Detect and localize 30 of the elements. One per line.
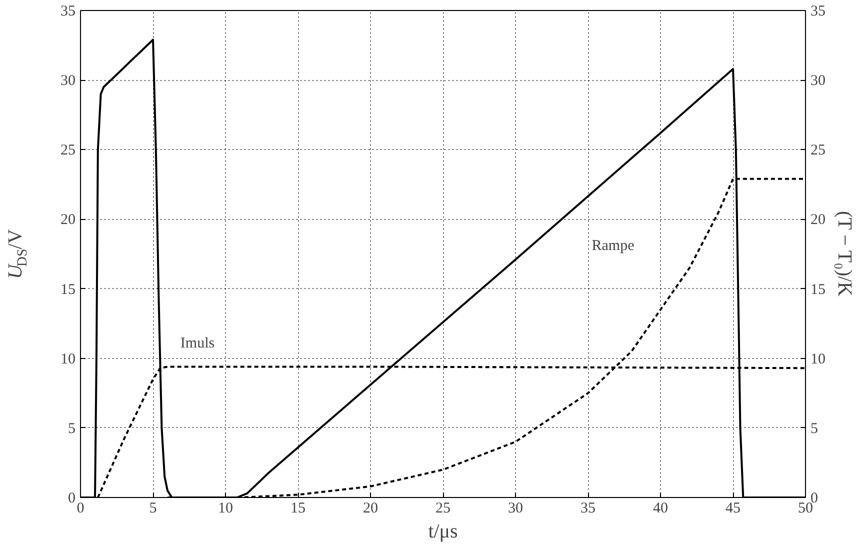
y-tick-label: 5 (68, 420, 76, 437)
x-tick-label: 50 (798, 500, 813, 516)
y-tick-label: 35 (60, 4, 76, 20)
x-tick-label: 45 (726, 500, 740, 516)
y2-tick-label: 30 (810, 73, 826, 90)
y2-tick-label: 15 (810, 282, 826, 298)
y-tick-label: 25 (60, 142, 76, 159)
x-tick-label: 40 (653, 500, 668, 516)
x-tick-label: 15 (290, 500, 306, 516)
x-tick-label: 25 (436, 500, 450, 516)
y-axis-title: UDS/V (4, 228, 30, 279)
y-tick-label: 0 (68, 490, 76, 506)
annotation: Rampe (592, 238, 635, 254)
y-tick-label: 30 (60, 73, 76, 90)
y2-tick-label: 35 (810, 4, 826, 20)
y-tick-label: 15 (60, 282, 76, 298)
x-tick-label: 10 (218, 500, 233, 516)
x-tick-label: 20 (363, 500, 378, 516)
y2-tick-label: 25 (810, 142, 826, 159)
y2-tick-label: 5 (810, 420, 818, 437)
y2-axis-title: (T − T₀)/K (834, 210, 856, 297)
y-tick-label: 10 (60, 351, 76, 368)
x-tick-label: 5 (149, 500, 157, 516)
x-axis-title: t/μs (428, 520, 458, 542)
x-tick-label: 30 (508, 500, 523, 516)
x-tick-label: 35 (580, 500, 596, 516)
y2-tick-label: 20 (810, 212, 826, 228)
annotation: Imuls (180, 335, 215, 352)
y-tick-label: 20 (60, 212, 76, 228)
y2-tick-label: 10 (810, 351, 826, 368)
